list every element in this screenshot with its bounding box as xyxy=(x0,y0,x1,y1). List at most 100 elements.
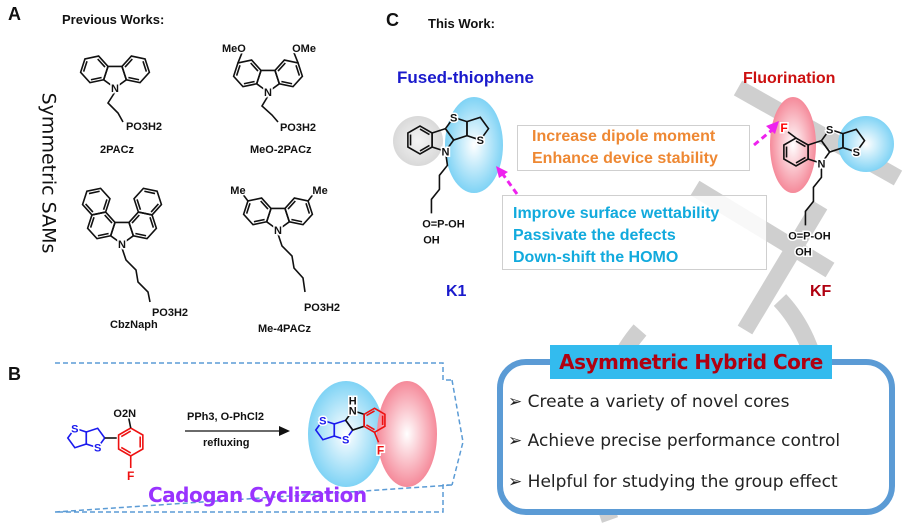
sulfur-atom: S xyxy=(853,147,860,159)
double-bond xyxy=(795,156,806,164)
double-bond xyxy=(150,203,160,213)
molecule-meo-2pacz xyxy=(232,52,304,123)
pyrrole-ring xyxy=(431,127,455,153)
double-bond xyxy=(104,214,113,224)
sulfur-atom: S xyxy=(71,423,78,435)
magenta-arrow-fluorine xyxy=(753,121,779,147)
nitrogen-atom: N xyxy=(817,158,825,170)
reaction-dashed-frame xyxy=(54,362,464,513)
fluorine-atom: F xyxy=(127,469,134,483)
reaction-reagents: PPh3, O-PhCl2 xyxy=(187,411,265,423)
k1-thiophene-highlight xyxy=(445,97,503,193)
pyrrole-ring xyxy=(255,69,281,93)
double-bond xyxy=(250,62,259,72)
product-thiophene-highlight xyxy=(308,381,384,487)
bond xyxy=(277,233,306,293)
sulfur-atom: S xyxy=(826,124,833,136)
pyrrole-ring xyxy=(109,221,135,245)
double-bond xyxy=(89,217,95,228)
sulfur-atom: S xyxy=(342,435,349,447)
thiophene-ring xyxy=(466,116,490,141)
bond xyxy=(237,52,243,64)
arrowhead-bullet-icon: ➢ xyxy=(508,431,528,451)
symmetric-sams-label: Symmetric SAMs xyxy=(37,92,60,254)
hydroxyl-group: OH xyxy=(795,246,812,258)
thiophene-ring xyxy=(333,419,354,441)
molecule-reactant xyxy=(66,417,144,468)
double-bond xyxy=(235,65,241,76)
phosphonic-acid-group: PO3H2 xyxy=(126,121,162,133)
molecule-me-4pacz xyxy=(241,192,315,293)
molecule-name-k1: K1 xyxy=(446,283,467,300)
double-bond xyxy=(102,199,108,211)
hybrid-core-bullet: ➢ Helpful for studying the group effect xyxy=(508,472,838,492)
nh-hydrogen: H xyxy=(349,396,357,408)
bond xyxy=(293,52,299,64)
hybrid-core-title: Asymmetric Hybrid Core xyxy=(550,345,832,379)
double-bond xyxy=(243,80,255,85)
double-bond xyxy=(795,140,806,148)
hybrid-core-bullet: ➢ Achieve precise performance control xyxy=(508,431,840,451)
molecule-k1 xyxy=(407,116,490,214)
pyrrole-ring xyxy=(102,65,128,89)
nitrogen-atom: N xyxy=(264,87,272,99)
naphthalene-ring xyxy=(81,187,111,216)
panel-a-heading: Previous Works: xyxy=(62,12,165,27)
molecule-product xyxy=(314,407,386,443)
double-bond xyxy=(120,446,132,454)
double-bond xyxy=(90,76,102,81)
double-bond xyxy=(245,203,251,214)
molecule-name-meo-2pacz: MeO-2PACz xyxy=(250,144,312,156)
benefit-dipole: Increase dipole moment xyxy=(532,128,716,145)
benzene-ring xyxy=(121,55,151,84)
double-bond xyxy=(97,232,109,237)
double-bond xyxy=(295,65,301,76)
nitro-group: O2N xyxy=(113,408,136,420)
double-bond xyxy=(135,232,147,237)
phosphonic-acid-group: O=P-OH xyxy=(422,218,465,230)
bond xyxy=(106,91,124,123)
molecule-2pacz xyxy=(79,55,151,123)
double-bond xyxy=(120,430,132,438)
benzene-ring xyxy=(117,427,144,457)
fused-thiophene-label: Fused-thiophene xyxy=(397,68,534,87)
dipole-benefits-box: Increase dipole moment Enhance device st… xyxy=(517,125,750,171)
k1-benzene-highlight xyxy=(393,116,443,166)
naphthalene-ring xyxy=(133,187,163,216)
magenta-arrow-thiophene xyxy=(496,166,519,195)
methyl-group: Me xyxy=(312,185,327,197)
hybrid-core-bullet: ➢ Create a variety of novel cores xyxy=(508,392,789,412)
nitrogen-atom: N xyxy=(274,225,282,237)
sulfur-atom: S xyxy=(319,415,326,427)
molecule-name-me-4pacz: Me-4PACz xyxy=(258,323,311,335)
double-bond xyxy=(88,190,100,195)
molecule-name-2pacz: 2PACz xyxy=(100,144,135,156)
bullet-text: Create a variety of novel cores xyxy=(527,392,790,412)
benzene-ring xyxy=(79,55,109,84)
molecule-name-kf: KF xyxy=(810,283,832,300)
fluorine-atom: F xyxy=(377,443,384,457)
panel-letter-b: B xyxy=(8,364,21,384)
bond xyxy=(127,417,132,429)
bond xyxy=(307,192,315,202)
fluorination-label: Fluorination xyxy=(743,70,836,87)
hydroxyl-group: OH xyxy=(423,234,440,246)
reaction-conditions: refluxing xyxy=(203,437,250,449)
cadogan-cyclization-label: Cadogan Cyclization xyxy=(148,483,367,507)
product-benzene-highlight xyxy=(377,381,437,487)
phosphonic-acid-group: PO3H2 xyxy=(152,307,188,319)
double-bond xyxy=(131,214,140,224)
double-bond xyxy=(287,200,296,210)
double-bond xyxy=(277,62,286,72)
double-bond xyxy=(149,217,155,228)
double-bond xyxy=(82,61,88,72)
benzene-ring xyxy=(284,197,314,226)
double-bond xyxy=(124,58,133,68)
double-bond xyxy=(305,203,311,214)
double-bond xyxy=(419,128,430,136)
benefit-stability: Enhance device stability xyxy=(532,150,718,167)
bond xyxy=(121,247,151,303)
bullet-text: Helpful for studying the group effect xyxy=(527,472,838,492)
double-bond xyxy=(84,203,94,213)
